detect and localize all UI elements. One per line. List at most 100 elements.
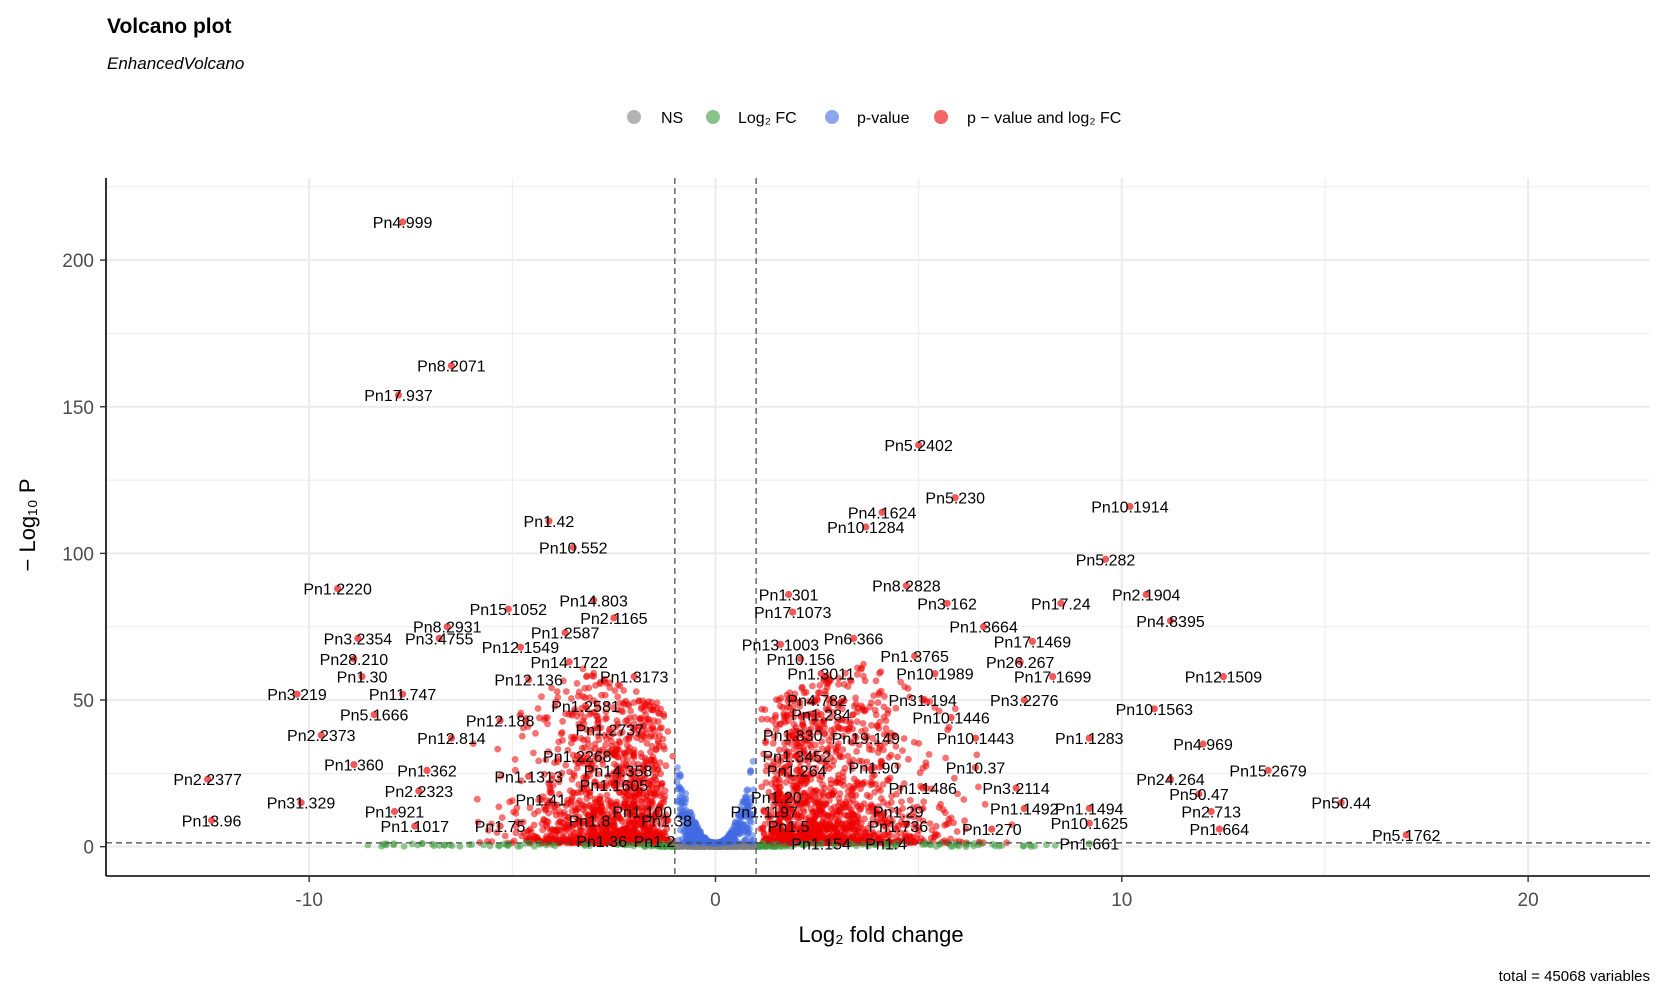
data-point	[662, 811, 670, 818]
labeled-point	[334, 585, 342, 593]
point-label: Pn1.30	[337, 670, 388, 687]
data-point	[590, 830, 598, 838]
data-point	[674, 764, 681, 772]
data-point	[894, 762, 902, 770]
data-point	[658, 782, 665, 790]
data-point	[805, 817, 813, 825]
data-point	[899, 813, 906, 821]
labeled-point	[817, 670, 825, 678]
data-point	[655, 740, 662, 747]
data-point	[852, 700, 860, 708]
labeled-point	[443, 623, 451, 631]
data-point	[749, 832, 757, 839]
labeled-point	[545, 517, 553, 525]
point-label: Pn3.162	[917, 596, 977, 613]
data-point	[850, 775, 858, 783]
data-point	[858, 758, 866, 765]
data-point	[652, 831, 660, 839]
data-point	[621, 788, 629, 796]
data-point	[763, 762, 771, 770]
labeled-point	[1049, 673, 1057, 681]
data-point	[869, 815, 877, 823]
data-point	[559, 736, 566, 744]
legend-key-log2fc	[706, 110, 720, 124]
data-point	[663, 825, 671, 833]
point-label: Pn10.156	[767, 652, 836, 669]
labeled-point	[423, 766, 431, 775]
data-point	[469, 740, 477, 747]
point-label: Pn1.1605	[580, 778, 649, 795]
point-label: Pn10.1625	[1051, 816, 1129, 833]
data-point	[922, 759, 930, 767]
data-point	[759, 824, 766, 832]
point-label: Pn15.2679	[1229, 763, 1307, 780]
data-point	[860, 800, 868, 807]
data-point	[953, 828, 961, 835]
labeled-point	[980, 623, 988, 631]
data-point	[816, 798, 824, 806]
data-point	[649, 706, 656, 714]
data-point	[877, 668, 885, 675]
data-point	[645, 719, 653, 726]
data-point	[607, 797, 614, 805]
point-label: Pn5.1762	[1372, 828, 1441, 845]
labeled-point	[610, 614, 618, 622]
labeled-point	[638, 807, 646, 816]
data-point	[589, 725, 597, 733]
data-point	[577, 734, 585, 742]
data-point	[494, 745, 502, 753]
legend-label-both: p − value and log₂ FC	[967, 110, 1121, 127]
legend-label-log2fc: Log₂ FC	[738, 110, 797, 127]
data-point	[642, 711, 650, 719]
data-point	[819, 781, 826, 789]
data-point	[675, 836, 682, 844]
data-point	[611, 687, 619, 694]
point-label: Pn10.1443	[937, 731, 1015, 748]
point-label: Pn5.1666	[340, 708, 409, 725]
data-point	[839, 732, 847, 740]
data-point	[648, 742, 656, 750]
data-point	[970, 840, 978, 847]
labeled-point	[785, 590, 793, 599]
data-point	[554, 745, 562, 753]
labeled-point	[971, 734, 980, 742]
data-point	[536, 714, 543, 722]
labeled-point	[1028, 637, 1036, 646]
data-point	[816, 689, 823, 696]
data-point	[784, 772, 791, 779]
labeled-point	[760, 807, 768, 816]
data-point	[794, 741, 802, 748]
data-point	[629, 760, 637, 767]
labeled-point	[1085, 819, 1093, 827]
data-point	[581, 684, 589, 692]
data-point	[887, 831, 894, 839]
data-point	[973, 751, 981, 759]
data-point	[608, 803, 615, 810]
point-label: Pn1.1313	[494, 769, 563, 786]
data-point	[603, 791, 611, 799]
data-point	[573, 680, 581, 687]
data-point	[561, 809, 568, 816]
point-label: Pn1.1017	[381, 819, 450, 836]
data-point	[510, 837, 518, 845]
data-point	[736, 819, 744, 826]
data-point	[598, 756, 606, 764]
data-point	[845, 826, 853, 834]
data-point	[530, 810, 538, 818]
data-point	[626, 796, 633, 803]
data-point	[840, 782, 847, 789]
data-point	[562, 710, 569, 717]
labeled-point	[772, 793, 781, 801]
data-point	[568, 775, 576, 783]
data-point	[896, 784, 904, 792]
data-point	[596, 823, 604, 831]
point-label: Pn1.20	[751, 790, 802, 807]
data-point	[574, 817, 582, 824]
data-point	[581, 714, 588, 721]
data-point	[855, 741, 863, 749]
data-point	[744, 829, 752, 836]
data-point	[964, 840, 971, 848]
data-point	[821, 687, 829, 695]
data-point	[846, 724, 854, 732]
point-label: Pn3.2276	[990, 693, 1059, 710]
